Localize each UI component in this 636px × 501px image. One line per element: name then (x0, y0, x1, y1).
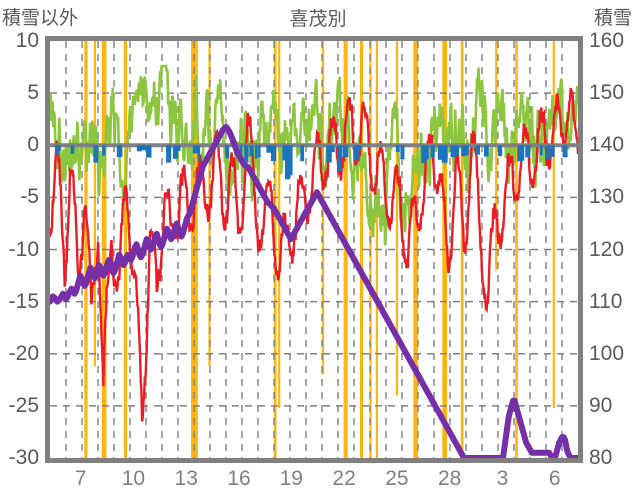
right-tick-label: 80 (589, 446, 613, 469)
precip-bar (93, 145, 99, 163)
event-band (123, 41, 128, 458)
precip-bar (70, 145, 75, 154)
precip-bar (287, 145, 293, 176)
precip-bar (266, 145, 272, 153)
left-tick-label: 0 (27, 133, 39, 157)
precip-bar (102, 145, 106, 156)
precip-bar (172, 145, 178, 159)
precip-bar (300, 145, 305, 162)
precip-bar (525, 145, 531, 158)
right-tick-label: 110 (589, 289, 623, 313)
precip-bar (453, 145, 460, 156)
precip-bar (423, 145, 429, 160)
event-band (552, 41, 555, 408)
precip-bar (463, 145, 469, 156)
precip-bar (225, 145, 230, 159)
chart-canvas (50, 41, 578, 458)
right-tick-label: 140 (589, 133, 625, 157)
left-tick-label: -20 (8, 341, 39, 365)
precip-bar (270, 145, 277, 161)
precip-bar (540, 145, 543, 156)
left-tick-label: -15 (8, 289, 39, 313)
precip-bar (475, 145, 480, 155)
x-tick-label: 16 (227, 467, 251, 490)
precip-bar (249, 145, 254, 157)
precip-bar (400, 145, 405, 160)
precip-bar (441, 145, 448, 163)
precip-bar (146, 145, 152, 158)
precip-bar (257, 145, 261, 158)
x-tick-label: 10 (121, 467, 146, 490)
event-band (84, 41, 88, 458)
precip-bar (461, 145, 466, 157)
series-green (50, 64, 578, 246)
precip-bar (168, 145, 172, 151)
precip-bar (141, 145, 147, 151)
precip-bar (244, 145, 249, 163)
left-axis-title: 積雪以外 (2, 8, 79, 29)
precip-bar (483, 145, 489, 157)
precip-bar (197, 145, 201, 162)
precip-bar (421, 145, 427, 163)
x-tick-label: 25 (385, 467, 409, 490)
precip-bar (282, 145, 287, 161)
x-tick-label: 6 (548, 467, 561, 490)
precip-bar (166, 145, 172, 163)
plot-area (45, 36, 583, 463)
event-band (278, 41, 281, 408)
precip-bar (562, 145, 568, 158)
left-tick-label: -10 (8, 237, 39, 261)
x-tick-label: 19 (279, 467, 303, 490)
precip-bar (176, 145, 181, 152)
precip-bar (118, 145, 123, 153)
precip-bar (254, 145, 258, 159)
right-tick-label: 90 (589, 393, 613, 417)
event-band (93, 41, 97, 367)
x-tick-label: 13 (174, 467, 198, 490)
precip-bar (437, 145, 444, 160)
precip-bar (136, 145, 142, 152)
right-tick-label: 100 (589, 341, 625, 365)
event-band (359, 41, 364, 458)
x-tick-label: 28 (438, 467, 462, 490)
precip-bar (331, 145, 335, 153)
right-tick-label: 130 (589, 185, 625, 209)
precip-bar (550, 145, 555, 157)
precip-bar (337, 145, 342, 172)
event-band (460, 41, 464, 458)
event-band (495, 41, 498, 271)
right-tick-label: 160 (589, 29, 625, 52)
right-tick-label: 120 (589, 237, 625, 261)
precip-bar (353, 145, 359, 161)
right-tick-label: 150 (589, 81, 625, 105)
series-red (50, 87, 578, 422)
event-band (515, 41, 518, 458)
x-tick-label: 22 (332, 467, 356, 490)
chart-title: 喜茂別 (289, 9, 347, 30)
precip-bar (517, 145, 523, 162)
left-tick-label: 10 (15, 29, 39, 52)
precip-bar (326, 145, 332, 163)
precip-bar (342, 145, 349, 158)
left-tick-label: -30 (8, 446, 39, 469)
event-band (395, 41, 399, 396)
left-tick-label: -5 (20, 185, 39, 209)
precip-bar (195, 145, 199, 150)
left-tick-label: 5 (27, 81, 39, 105)
precip-bar (56, 145, 61, 151)
x-tick-label: 3 (496, 467, 509, 490)
precip-bar (430, 145, 435, 158)
precip-bar (395, 145, 400, 152)
precip-bar (357, 145, 362, 150)
plot-inner (50, 41, 578, 458)
x-tick-label: 7 (74, 467, 87, 490)
precip-bar (545, 145, 551, 160)
series-purple (50, 124, 578, 458)
precip-bar (285, 145, 290, 180)
precip-bar (498, 145, 503, 157)
precip-bar (450, 145, 456, 158)
right-axis-title: 積雪 (593, 8, 632, 29)
left-tick-label: -25 (8, 393, 39, 417)
